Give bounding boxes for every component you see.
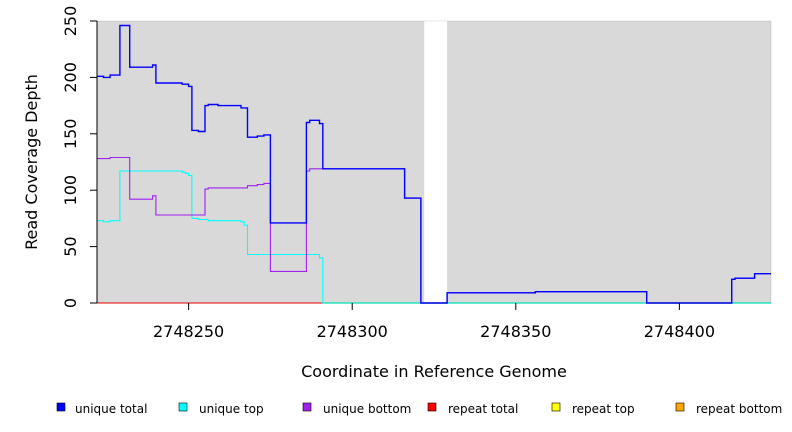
legend-label: repeat bottom [696,402,782,416]
axes: 0 50 100 150 200 250 2748250 2748300 2748350 2748… [61,6,772,341]
legend-item-repeat-top: repeat top [551,402,635,416]
legend-label: unique bottom [323,402,411,416]
series-unique-top [97,170,771,304]
y-tick-label: 250 [61,6,80,37]
legend-swatch [675,402,685,412]
legend-item-unique-total: unique total [56,402,147,416]
legend-item-repeat-bottom: repeat bottom [675,402,782,416]
series-layer [97,24,771,304]
legend-swatch [427,402,437,412]
legend-swatch [56,402,66,412]
y-tick-label: 50 [61,236,80,256]
legend-label: repeat total [448,402,518,416]
legend-swatch [178,402,188,412]
legend-swatch [551,402,561,412]
legend-label: unique top [199,402,264,416]
x-tick-label: 2748400 [644,322,715,341]
legend-label: unique total [75,402,147,416]
legend-label: repeat top [572,402,635,416]
y-axis-title: Read Coverage Depth [22,74,41,250]
x-tick-label: 2748350 [480,322,551,341]
x-tick-label: 2748250 [153,322,224,341]
coverage-gap [424,21,448,303]
legend-swatch [302,402,312,412]
legend-item-unique-bottom: unique bottom [302,402,411,416]
y-tick-label: 0 [61,298,80,308]
plot-background [97,21,771,303]
series-unique-total [97,24,771,304]
x-axis-title: Coordinate in Reference Genome [301,362,567,381]
x-tick-label: 2748300 [317,322,388,341]
y-tick-label: 100 [61,175,80,206]
y-tick-label: 200 [61,62,80,93]
legend-item-repeat-total: repeat total [427,402,518,416]
legend-item-unique-top: unique top [178,402,264,416]
legend: unique total unique top unique bottom repea… [56,402,782,416]
y-tick-label: 150 [61,119,80,150]
